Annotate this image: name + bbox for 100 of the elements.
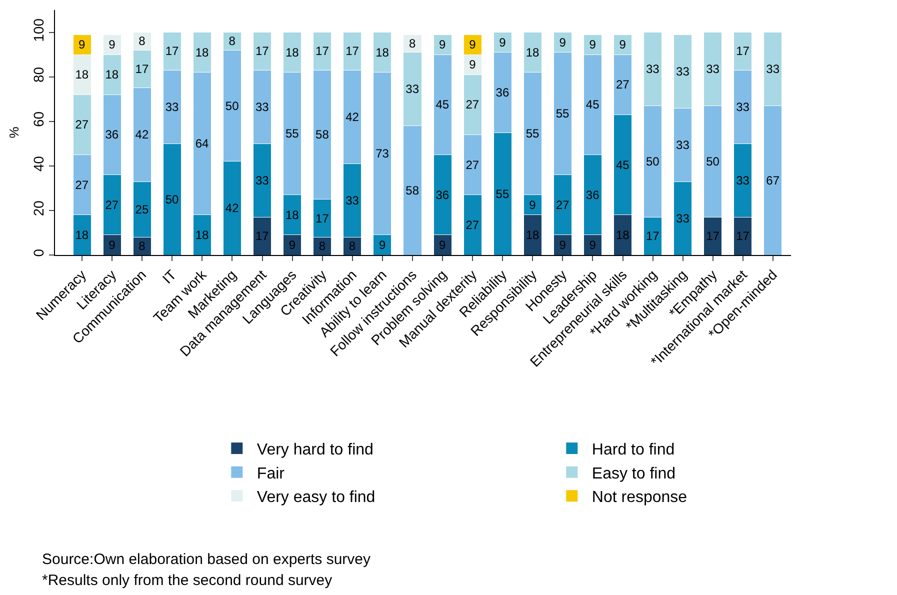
data-label: 33 (165, 100, 179, 114)
data-label: 33 (406, 82, 420, 96)
data-label: 9 (559, 35, 566, 50)
data-label: 17 (255, 229, 270, 244)
data-label: 33 (706, 62, 720, 76)
x-tick-label: IT (159, 266, 180, 287)
data-label: 8 (408, 36, 416, 50)
data-label: 50 (225, 98, 240, 113)
data-label: 36 (105, 128, 119, 142)
data-label: 27 (466, 158, 480, 172)
data-label: 27 (556, 198, 570, 212)
data-label: 9 (589, 238, 596, 252)
data-label: 8 (318, 239, 326, 254)
data-label: 50 (165, 192, 179, 206)
data-label: 36 (586, 188, 600, 202)
data-label: 9 (619, 38, 626, 52)
data-label: 33 (736, 100, 750, 114)
data-label: 18 (376, 45, 390, 60)
data-label: 36 (436, 188, 450, 202)
data-label: 9 (559, 238, 566, 252)
data-label: 25 (135, 202, 149, 216)
data-label: 42 (225, 201, 240, 216)
data-label: 27 (616, 78, 630, 92)
y-tick-label: 100 (30, 18, 46, 42)
data-label: 64 (195, 136, 210, 151)
data-label: 45 (586, 98, 600, 112)
data-label: 45 (436, 98, 450, 112)
data-label: 8 (138, 239, 146, 254)
data-label: 55 (496, 186, 510, 201)
legend-label: Not response (592, 489, 688, 506)
data-label: 17 (346, 44, 360, 58)
y-tick-label: 20 (30, 200, 46, 216)
y-tick-label: 40 (30, 156, 46, 172)
data-label: 9 (499, 35, 506, 50)
data-label: 42 (135, 128, 149, 142)
data-label: 9 (469, 58, 476, 72)
data-label: 8 (348, 239, 356, 254)
data-label: 33 (766, 62, 780, 76)
data-label: 17 (646, 229, 660, 244)
data-label: 8 (228, 34, 236, 48)
data-label: 17 (255, 44, 270, 58)
data-label: 18 (75, 228, 89, 242)
data-label: 18 (526, 45, 540, 60)
text: *Results only from the second round survey (42, 572, 333, 589)
data-label: 17 (165, 44, 179, 58)
data-label: 18 (75, 68, 89, 82)
data-label: 8 (138, 34, 146, 48)
data-label: 18 (616, 228, 630, 242)
data-label: 27 (75, 178, 89, 192)
data-label: 17 (706, 229, 720, 244)
data-label: 33 (676, 64, 690, 78)
data-label: 9 (439, 38, 446, 52)
legend-label: Hard to find (592, 442, 675, 459)
data-label: 9 (378, 238, 386, 252)
data-label: 67 (766, 173, 780, 188)
data-label: 33 (646, 62, 660, 76)
data-label: 27 (105, 198, 119, 212)
data-label: 42 (346, 110, 360, 124)
data-label: 9 (529, 198, 536, 212)
data-label: 9 (469, 38, 476, 52)
y-axis-title: % (6, 126, 22, 138)
data-label: 18 (285, 45, 300, 60)
data-label: 17 (135, 62, 149, 76)
data-label: 58 (316, 128, 330, 142)
data-label: 27 (75, 118, 89, 132)
data-label: 50 (706, 154, 720, 168)
data-label: 9 (108, 38, 116, 52)
data-label: 9 (78, 38, 86, 52)
data-label: 58 (406, 183, 420, 198)
data-label: 18 (285, 208, 300, 222)
data-label: 9 (439, 238, 446, 252)
data-label: 50 (646, 154, 660, 168)
data-label: 33 (676, 138, 690, 152)
y-tick-label: 60 (30, 111, 46, 128)
data-label: 36 (496, 85, 510, 100)
data-label: 33 (346, 193, 360, 208)
data-label: 33 (255, 173, 270, 188)
data-label: 45 (616, 158, 630, 172)
data-label: 27 (466, 218, 480, 232)
data-label: 9 (288, 238, 296, 252)
data-label: 18 (195, 45, 210, 60)
data-label: 18 (195, 228, 210, 242)
legend-label: Fair (256, 465, 286, 482)
source-note: Source:Own elaboration based on experts survey (42, 551, 372, 568)
data-label: 55 (285, 126, 300, 141)
data-label: 18 (105, 68, 119, 82)
y-tick-label: 80 (30, 66, 46, 83)
data-label: 33 (255, 100, 270, 114)
data-label: 73 (376, 146, 390, 161)
data-label: 55 (526, 126, 540, 141)
data-label: 33 (736, 173, 750, 188)
legend-label: Very hard to find (256, 442, 374, 459)
data-label: 55 (556, 106, 570, 121)
data-label: 17 (736, 44, 750, 58)
data-label: 17 (316, 44, 330, 58)
data-label: 17 (316, 211, 330, 226)
legend-label: Very easy to find (256, 489, 376, 506)
legend-label: Easy to find (592, 465, 676, 482)
y-tick-label: 0 (30, 248, 46, 257)
data-label: 9 (108, 238, 116, 252)
